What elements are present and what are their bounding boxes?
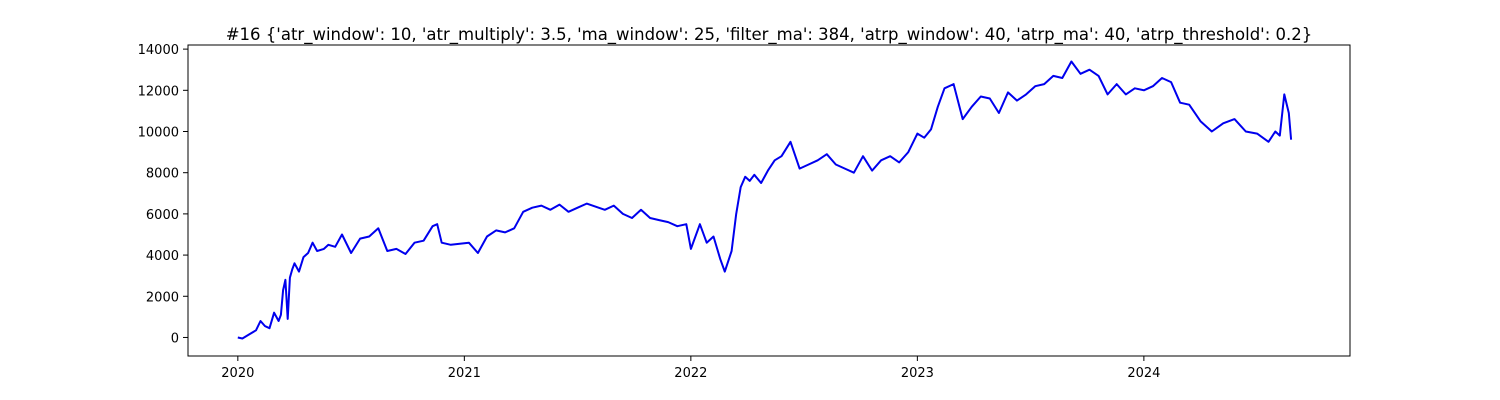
- y-tick-label: 10000: [138, 126, 179, 141]
- y-tick-label: 2000: [146, 290, 179, 305]
- x-tick-label: 2021: [448, 366, 481, 381]
- axis-ticks: 2020 2021 2022 2023 2024 0 2000 4000 6000 8000 100…: [138, 43, 1161, 381]
- y-tick-label: 12000: [138, 84, 179, 99]
- plot-area-frame: [187, 44, 1351, 357]
- y-tick-label: 0: [171, 331, 179, 346]
- x-tick-label: 2023: [901, 366, 934, 381]
- y-tick-label: 6000: [146, 208, 179, 223]
- series-layer: [237, 60, 1293, 340]
- y-tick-label: 8000: [146, 167, 179, 182]
- chart-title: #16 {'atr_window': 10, 'atr_multiply': 3…: [226, 25, 1313, 45]
- y-tick-label: 4000: [146, 249, 179, 264]
- equity-series-line: [237, 60, 1293, 340]
- x-tick-label: 2020: [221, 366, 254, 381]
- x-tick-label: 2024: [1127, 366, 1160, 381]
- x-tick-label: 2022: [674, 366, 707, 381]
- y-tick-label: 14000: [138, 43, 179, 58]
